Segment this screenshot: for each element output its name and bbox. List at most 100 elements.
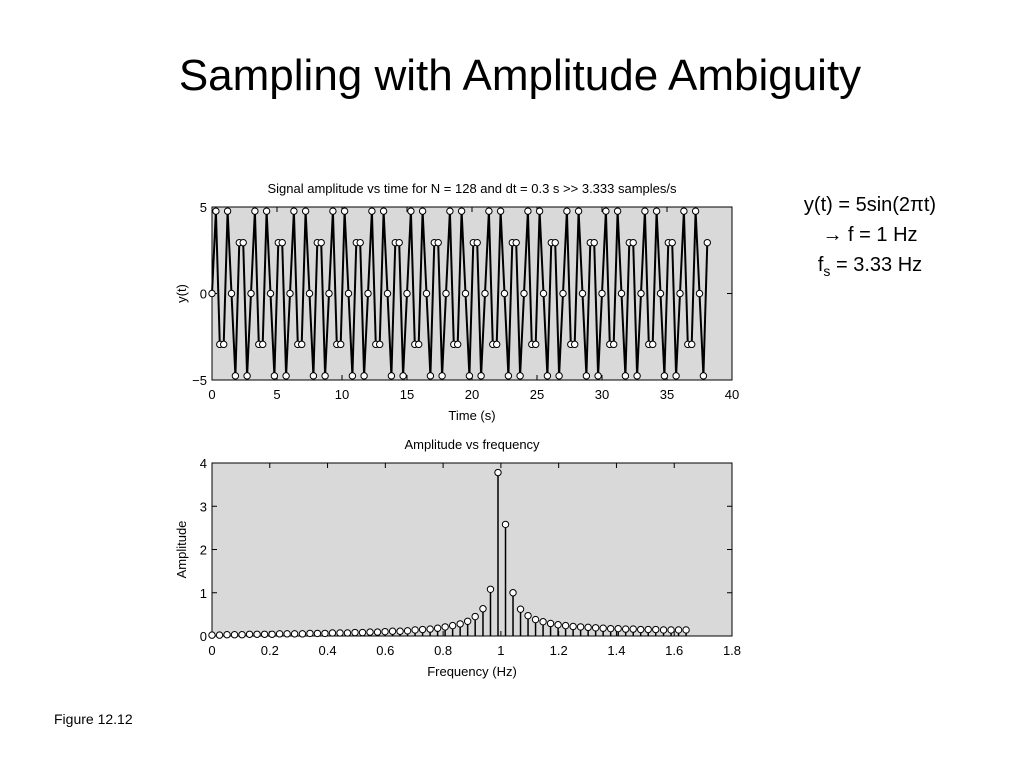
- sample-marker: [344, 289, 353, 298]
- sample-marker: [313, 629, 322, 638]
- sample-marker: [223, 631, 231, 639]
- sample-marker: [512, 238, 520, 247]
- x-tick-label: 0.8: [434, 643, 452, 658]
- sample-marker: [598, 289, 606, 298]
- slide-title: Sampling with Amplitude Ambiguity: [179, 51, 861, 100]
- sample-marker: [524, 611, 532, 620]
- sample-marker: [379, 207, 388, 215]
- sample-marker: [364, 289, 372, 298]
- sample-marker: [351, 628, 359, 637]
- sample-marker: [509, 589, 517, 597]
- sample-marker: [328, 629, 337, 637]
- sample-marker: [563, 207, 571, 215]
- sample-marker: [441, 623, 449, 631]
- sample-marker: [520, 289, 528, 298]
- y-tick-label: 0: [200, 629, 207, 644]
- sample-marker: [321, 629, 329, 638]
- sample-marker: [637, 289, 645, 298]
- x-tick-label: 0.6: [376, 643, 394, 658]
- sample-marker: [298, 630, 307, 638]
- sample-marker: [680, 207, 688, 215]
- sample-marker: [656, 289, 665, 298]
- sample-marker: [457, 207, 466, 215]
- sample-marker: [366, 628, 374, 636]
- sample-marker: [251, 207, 259, 215]
- sample-marker: [433, 624, 442, 632]
- sample-marker: [438, 372, 446, 380]
- x-tick-label: 0: [208, 643, 215, 658]
- sample-marker: [306, 629, 314, 638]
- sample-marker: [463, 617, 472, 625]
- x-tick-label: 0.2: [261, 643, 279, 658]
- sample-marker: [418, 625, 427, 634]
- sample-marker: [305, 289, 314, 298]
- x-tick-label: 0: [208, 387, 215, 402]
- sample-marker: [500, 289, 509, 298]
- sample-marker: [442, 289, 450, 298]
- sample-marker: [243, 372, 251, 380]
- sample-marker: [486, 585, 495, 593]
- sample-marker: [262, 207, 271, 215]
- sample-marker: [208, 289, 216, 298]
- sample-marker: [614, 624, 622, 633]
- y-tick-label: −5: [192, 373, 207, 388]
- x-tick-label: 1.2: [550, 643, 568, 658]
- sample-marker: [672, 372, 680, 380]
- sample-marker: [422, 289, 431, 298]
- x-tick-label: 5: [273, 387, 280, 402]
- sample-marker: [388, 627, 397, 635]
- x-tick-label: 15: [400, 387, 414, 402]
- sample-marker: [561, 621, 570, 630]
- sample-marker: [329, 207, 337, 215]
- x-axis-label: Frequency (Hz): [427, 664, 517, 679]
- x-tick-label: 1: [497, 643, 504, 658]
- sample-marker: [411, 626, 419, 634]
- sample-marker: [286, 289, 294, 298]
- sample-marker: [613, 207, 622, 215]
- sample-marker: [576, 623, 585, 631]
- x-tick-label: 20: [465, 387, 479, 402]
- sample-marker: [270, 372, 279, 380]
- x-tick-label: 40: [725, 387, 739, 402]
- sample-marker: [376, 340, 384, 349]
- sample-marker: [629, 238, 637, 247]
- sample-marker: [641, 207, 649, 215]
- sample-marker: [381, 627, 389, 636]
- sample-marker: [356, 238, 364, 247]
- sample-marker: [415, 340, 423, 349]
- sample-marker: [621, 372, 630, 380]
- sample-marker: [574, 207, 583, 215]
- chart-title: Signal amplitude vs time for N = 128 and…: [267, 181, 677, 196]
- sample-marker: [606, 624, 615, 633]
- sample-marker: [599, 624, 607, 632]
- sample-marker: [426, 372, 435, 380]
- sample-marker: [245, 630, 254, 638]
- sample-marker: [456, 620, 464, 628]
- note-text: = 3.33 Hz: [830, 254, 922, 276]
- sample-marker: [471, 612, 479, 621]
- sample-marker: [703, 238, 711, 247]
- note-line: fs = 3.33 Hz: [818, 254, 922, 279]
- sample-marker: [688, 340, 696, 349]
- sample-marker: [644, 625, 652, 634]
- sample-marker: [220, 340, 228, 349]
- sample-marker: [524, 207, 532, 215]
- x-tick-label: 0.4: [319, 643, 337, 658]
- y-axis-label: y(t): [174, 284, 189, 303]
- sample-marker: [633, 372, 641, 380]
- sample-marker: [539, 289, 548, 298]
- sample-marker: [403, 627, 412, 635]
- x-axis-label: Time (s): [448, 408, 495, 423]
- sample-marker: [396, 627, 404, 635]
- sample-marker: [283, 630, 291, 638]
- sample-marker: [373, 628, 382, 636]
- signal-line: [211, 211, 709, 376]
- y-axis-label: Amplitude: [174, 521, 189, 579]
- sample-marker: [461, 289, 470, 298]
- sample-marker: [473, 238, 481, 247]
- sample-marker: [652, 625, 660, 634]
- sample-marker: [617, 289, 626, 298]
- footer: Figure 12.12: [54, 711, 133, 727]
- note-line: y(t) = 5sin(2πt): [804, 194, 936, 216]
- sample-marker: [465, 372, 474, 380]
